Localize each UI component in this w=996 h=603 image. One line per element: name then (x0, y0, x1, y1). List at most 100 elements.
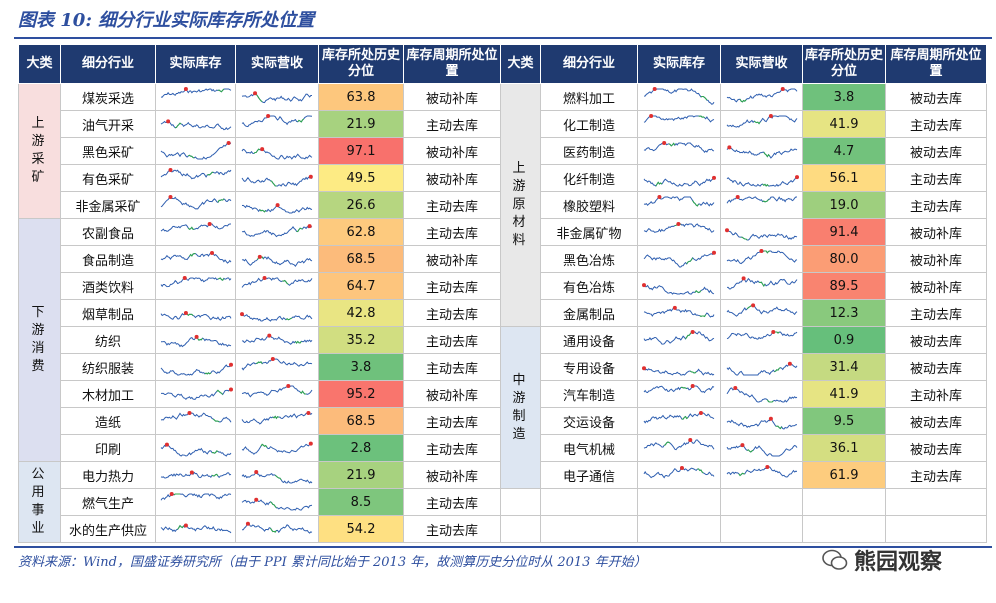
industry-name: 纺织服装 (60, 353, 156, 381)
percentile-cell: 91.4 (802, 218, 886, 246)
sparkline (726, 145, 797, 159)
cycle-position: 被动去库 (885, 407, 987, 435)
industry-name: 水的生产供应 (60, 515, 156, 543)
inventory-sparkline-cell (637, 434, 721, 462)
inventory-sparkline-cell (155, 245, 236, 273)
column-header: 实际营收 (720, 44, 803, 84)
inventory-sparkline-cell (155, 515, 236, 543)
industry-name: 电气机械 (540, 434, 638, 462)
inventory-sparkline-cell (637, 191, 721, 219)
cycle-position: 主动去库 (403, 488, 501, 516)
sparkline (726, 114, 797, 128)
revenue-sparkline-cell (235, 434, 319, 462)
empty-cell (720, 488, 803, 516)
sparkline (643, 175, 716, 187)
industry-name: 食品制造 (60, 245, 156, 273)
revenue-sparkline-cell (235, 299, 319, 327)
revenue-sparkline-cell (720, 164, 803, 192)
table-row: 纺织服装 3.8 主动去库 专用设备 31.4 被动去库 (19, 353, 987, 381)
sparkline (643, 466, 715, 479)
sparkline (160, 442, 231, 457)
industry-name: 有色采矿 (60, 164, 156, 192)
industry-name: 专用设备 (540, 353, 638, 381)
table-row: 下游消费 农副食品 62.8 主动去库 非金属矿物 91.4 被动补库 (18, 218, 987, 462)
percentile-cell: 26.6 (318, 191, 404, 219)
sparkline (643, 330, 715, 345)
header-row: 大类 细分行业 实际库存 实际营收 库存所处历史分位 库存周期所处位置 大类 细分行业 实际库存… (18, 44, 987, 84)
sparkline (160, 334, 231, 348)
revenue-sparkline-cell (235, 353, 319, 381)
percentile-cell: 62.8 (318, 218, 404, 246)
cycle-position: 被动补库 (403, 164, 501, 192)
inventory-sparkline-cell (637, 407, 721, 435)
industry-name: 造纸 (60, 407, 156, 435)
table-row: 燃气生产 8.5 主动去库 (19, 488, 987, 516)
inventory-sparkline-cell (637, 110, 721, 138)
percentile-cell: 56.1 (802, 164, 886, 192)
industry-name: 汽车制造 (540, 380, 638, 408)
industry-name: 农副食品 (60, 218, 156, 246)
cycle-position: 主动补库 (885, 380, 987, 408)
cycle-position: 被动补库 (885, 218, 987, 246)
sparkline (643, 195, 715, 207)
column-header: 实际库存 (155, 44, 236, 84)
footer-rule (14, 546, 992, 548)
sparkline (160, 87, 231, 98)
percentile-cell: 68.5 (318, 407, 404, 435)
industry-name: 燃气生产 (60, 488, 156, 516)
industry-table: 大类 细分行业 实际库存 实际营收 库存所处历史分位 库存周期所处位置 大类 细分行业 实际库存… (18, 44, 987, 543)
revenue-sparkline-cell (235, 380, 319, 408)
cycle-position: 被动补库 (885, 272, 987, 300)
sparkline (726, 385, 797, 403)
cycle-position: 主动去库 (403, 218, 501, 246)
inventory-sparkline-cell (637, 380, 721, 408)
cycle-position: 主动去库 (403, 407, 501, 435)
industry-name: 交运设备 (540, 407, 638, 435)
revenue-sparkline-cell (720, 110, 803, 138)
sparkline (241, 411, 313, 425)
inventory-sparkline-cell (155, 380, 236, 408)
empty-cell (637, 515, 721, 543)
revenue-sparkline-cell (235, 164, 319, 192)
inventory-sparkline-cell (155, 272, 236, 300)
title: 图表 10: 细分行业实际库存所处位置 (18, 10, 315, 31)
percentile-cell: 63.8 (318, 83, 404, 111)
empty-cell (802, 488, 886, 516)
inventory-sparkline-cell (155, 407, 236, 435)
cycle-position: 被动去库 (885, 83, 987, 111)
industry-name: 烟草制品 (60, 299, 156, 327)
sparkline (643, 114, 715, 123)
sparkline (241, 276, 313, 288)
empty-cell (885, 488, 987, 516)
group-cell: 上游采矿 (18, 83, 61, 219)
industry-name: 木材加工 (60, 380, 156, 408)
sparkline (241, 470, 313, 484)
industry-name: 有色冶炼 (540, 272, 638, 300)
empty-cell (540, 488, 638, 516)
percentile-cell: 80.0 (802, 245, 886, 273)
sparkline (726, 303, 797, 317)
group-cell: 下游消费 (18, 218, 61, 462)
cycle-position: 被动补库 (403, 245, 501, 273)
sparkline (160, 119, 231, 131)
sparkline (241, 91, 313, 104)
empty-cell (802, 515, 886, 543)
empty-cell (885, 515, 987, 543)
sparkline (643, 87, 715, 105)
cycle-position: 被动补库 (403, 461, 501, 489)
cycle-position: 主动去库 (403, 272, 501, 300)
industry-name: 通用设备 (540, 326, 638, 354)
percentile-cell: 8.5 (318, 488, 404, 516)
column-header: 大类 (500, 44, 541, 84)
cycle-position: 主动去库 (403, 434, 501, 462)
table-row: 纺织 35.2 主动去库 中游制造 通用设备 0.9 被动去库 (19, 326, 987, 489)
sparkline (241, 384, 313, 398)
revenue-sparkline-cell (235, 191, 319, 219)
column-header: 细分行业 (540, 44, 638, 84)
percentile-cell: 12.3 (802, 299, 886, 327)
sparkline (643, 384, 715, 394)
inventory-sparkline-cell (155, 299, 236, 327)
percentile-cell: 97.1 (318, 137, 404, 165)
sparkline (160, 195, 231, 210)
sparkline (726, 87, 797, 103)
